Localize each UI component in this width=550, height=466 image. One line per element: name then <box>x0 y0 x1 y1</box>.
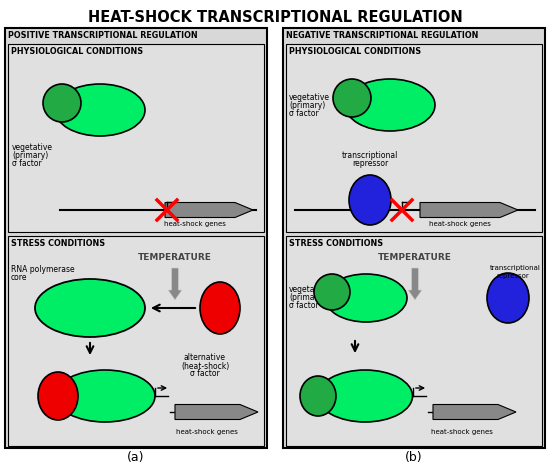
Ellipse shape <box>43 84 81 122</box>
Text: (heat-shock): (heat-shock) <box>181 362 229 370</box>
Text: alternative: alternative <box>184 354 226 363</box>
Text: heat-shock genes: heat-shock genes <box>164 221 226 227</box>
FancyArrow shape <box>168 268 182 300</box>
Text: heat-shock genes: heat-shock genes <box>176 429 238 435</box>
Text: NEGATIVE TRANSCRIPTIONAL REGULATION: NEGATIVE TRANSCRIPTIONAL REGULATION <box>286 32 478 41</box>
Text: vegetative: vegetative <box>289 94 330 103</box>
Text: (a): (a) <box>127 451 145 464</box>
Text: (primary): (primary) <box>289 102 325 110</box>
Text: POSITIVE TRANSCRIPTIONAL REGULATION: POSITIVE TRANSCRIPTIONAL REGULATION <box>8 32 197 41</box>
FancyArrow shape <box>165 203 253 218</box>
Text: STRESS CONDITIONS: STRESS CONDITIONS <box>11 240 105 248</box>
Text: HEAT-SHOCK TRANSCRIPTIONAL REGULATION: HEAT-SHOCK TRANSCRIPTIONAL REGULATION <box>87 11 463 26</box>
Bar <box>8 44 264 232</box>
FancyArrow shape <box>420 203 518 218</box>
FancyArrow shape <box>408 268 422 300</box>
Text: (primary): (primary) <box>12 151 48 160</box>
Text: PHYSIOLOGICAL CONDITIONS: PHYSIOLOGICAL CONDITIONS <box>289 48 421 56</box>
Text: heat-shock genes: heat-shock genes <box>431 429 493 435</box>
Ellipse shape <box>317 370 412 422</box>
FancyArrow shape <box>433 404 516 419</box>
Ellipse shape <box>35 279 145 337</box>
Text: TEMPERATURE: TEMPERATURE <box>378 254 452 262</box>
Text: vegetative: vegetative <box>12 144 53 152</box>
Text: repressor: repressor <box>352 158 388 167</box>
Text: core: core <box>11 274 28 282</box>
Bar <box>8 236 264 446</box>
Ellipse shape <box>55 84 145 136</box>
FancyArrow shape <box>175 404 258 419</box>
Ellipse shape <box>487 273 529 323</box>
Ellipse shape <box>38 372 78 420</box>
Ellipse shape <box>314 274 350 310</box>
Text: STRESS CONDITIONS: STRESS CONDITIONS <box>289 240 383 248</box>
Text: TEMPERATURE: TEMPERATURE <box>138 254 212 262</box>
Bar <box>283 28 545 448</box>
Text: (b): (b) <box>405 451 423 464</box>
Bar <box>5 28 267 448</box>
Text: transcriptional: transcriptional <box>490 265 541 271</box>
Ellipse shape <box>325 274 407 322</box>
Text: transcriptional: transcriptional <box>342 151 398 159</box>
Text: RNA polymerase: RNA polymerase <box>11 266 75 274</box>
Ellipse shape <box>55 370 155 422</box>
Ellipse shape <box>300 376 336 416</box>
Text: σ factor: σ factor <box>289 110 319 118</box>
Text: σ factor: σ factor <box>289 302 319 310</box>
Text: PHYSIOLOGICAL CONDITIONS: PHYSIOLOGICAL CONDITIONS <box>11 48 143 56</box>
Text: vegetative: vegetative <box>289 286 330 295</box>
Ellipse shape <box>349 175 391 225</box>
Ellipse shape <box>333 79 371 117</box>
Text: repressor: repressor <box>496 273 529 279</box>
Bar <box>286 236 542 446</box>
Ellipse shape <box>200 282 240 334</box>
Text: σ factor: σ factor <box>190 370 220 378</box>
Text: heat-shock genes: heat-shock genes <box>429 221 491 227</box>
Text: σ factor: σ factor <box>12 159 42 169</box>
Ellipse shape <box>345 79 435 131</box>
Bar <box>286 44 542 232</box>
Text: (primary): (primary) <box>289 294 325 302</box>
